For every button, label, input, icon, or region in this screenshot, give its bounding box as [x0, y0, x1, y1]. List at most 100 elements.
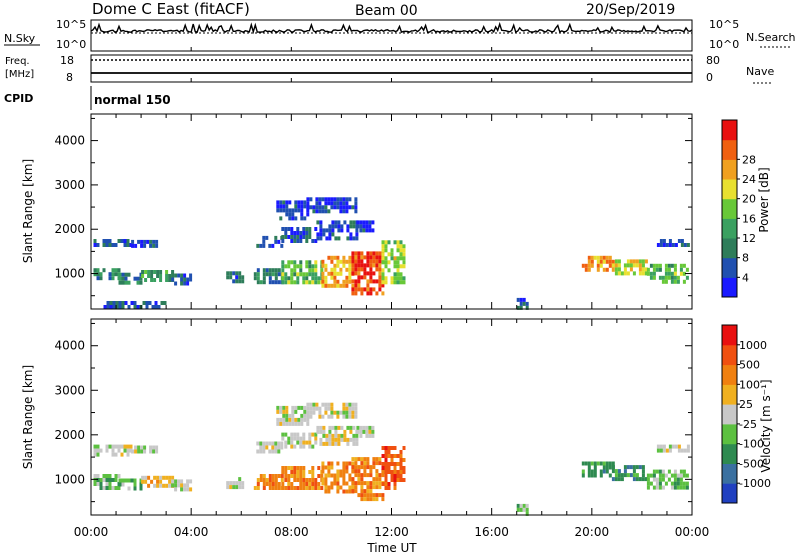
- range-cell: [402, 470, 406, 474]
- range-cell: [396, 474, 400, 478]
- colorbar-swatch: [722, 443, 737, 464]
- range-cell: [294, 421, 298, 426]
- range-cell: [345, 489, 349, 494]
- range-cell: [305, 276, 309, 281]
- range-cell: [366, 497, 370, 502]
- range-cell: [276, 405, 280, 410]
- range-cell: [126, 452, 130, 457]
- range-cell: [316, 429, 320, 434]
- range-cell: [139, 482, 143, 487]
- scatter-region: [281, 227, 318, 243]
- range-cell: [154, 305, 158, 309]
- range-cell: [360, 485, 364, 490]
- range-cell: [362, 429, 366, 434]
- range-cell: [129, 243, 133, 247]
- range-cell: [346, 441, 350, 446]
- range-cell: [324, 205, 328, 210]
- range-cell: [147, 475, 151, 480]
- range-cell: [299, 444, 303, 449]
- range-cell: [614, 263, 618, 268]
- range-cell: [372, 493, 376, 498]
- range-cell: [638, 477, 642, 482]
- range-cell: [617, 473, 621, 478]
- range-cell: [665, 448, 669, 453]
- range-cell: [327, 473, 331, 478]
- range-cell: [152, 239, 156, 244]
- range-cell: [281, 260, 285, 265]
- range-cell: [327, 461, 331, 466]
- range-cell: [311, 474, 315, 478]
- range-cell: [342, 279, 346, 284]
- range-cell: [608, 473, 612, 478]
- range-cell: [652, 275, 656, 280]
- range-cell: [290, 227, 294, 231]
- freq-label-line1: Freq.: [5, 56, 30, 67]
- range-cell: [109, 305, 113, 309]
- range-cell: [333, 197, 337, 202]
- range-cell: [348, 477, 352, 482]
- y-tick-label: 2000: [54, 428, 85, 442]
- range-cell: [641, 271, 645, 276]
- range-cell: [284, 466, 288, 470]
- range-cell: [345, 465, 349, 470]
- range-cell: [268, 441, 272, 446]
- range-cell: [390, 256, 394, 261]
- range-cell: [662, 239, 666, 243]
- range-cell: [516, 297, 520, 302]
- range-cell: [133, 305, 137, 309]
- range-cell: [297, 421, 301, 426]
- range-cell: [321, 477, 325, 482]
- range-cell: [262, 478, 266, 482]
- range-cell: [333, 473, 337, 478]
- range-cell: [337, 224, 341, 229]
- range-cell: [139, 280, 143, 285]
- range-cell: [232, 271, 236, 276]
- range-cell: [156, 479, 160, 484]
- range-cell: [682, 473, 686, 478]
- range-cell: [339, 469, 343, 474]
- range-cell: [102, 486, 106, 490]
- range-cell: [662, 243, 666, 247]
- range-cell: [145, 305, 149, 309]
- range-cell: [108, 482, 112, 486]
- range-cell: [381, 473, 385, 478]
- range-cell: [345, 197, 349, 202]
- range-cell: [336, 279, 340, 284]
- range-cell: [352, 441, 356, 446]
- range-cell: [325, 433, 329, 438]
- range-cell: [284, 440, 288, 445]
- range-cell: [366, 263, 370, 268]
- range-cell: [679, 481, 683, 486]
- range-cell: [131, 243, 135, 248]
- range-cell: [93, 268, 97, 273]
- range-cell: [355, 441, 359, 446]
- range-cell: [99, 448, 103, 453]
- range-cell: [127, 478, 131, 483]
- range-cell: [285, 204, 289, 209]
- range-cell: [105, 444, 109, 449]
- range-cell: [148, 301, 152, 305]
- range-cell: [351, 402, 355, 407]
- range-cell: [652, 485, 656, 490]
- range-cell: [334, 437, 338, 442]
- range-cell: [369, 287, 373, 292]
- range-cell: [396, 248, 400, 253]
- range-cell: [315, 201, 319, 206]
- range-cell: [311, 280, 315, 285]
- range-cell: [284, 470, 288, 474]
- range-cell: [354, 197, 358, 202]
- range-cell: [352, 425, 356, 430]
- range-cell: [121, 276, 125, 281]
- range-cell: [317, 474, 321, 478]
- range-cell: [366, 283, 370, 288]
- range-cell: [238, 485, 242, 490]
- range-cell: [302, 482, 306, 486]
- range-cell: [317, 466, 321, 470]
- range-cell: [365, 433, 369, 438]
- range-cell: [96, 444, 100, 449]
- range-cell: [241, 481, 245, 486]
- range-cell: [334, 433, 338, 438]
- range-cell: [274, 276, 278, 281]
- range-cell: [309, 410, 313, 415]
- range-cell: [668, 444, 672, 449]
